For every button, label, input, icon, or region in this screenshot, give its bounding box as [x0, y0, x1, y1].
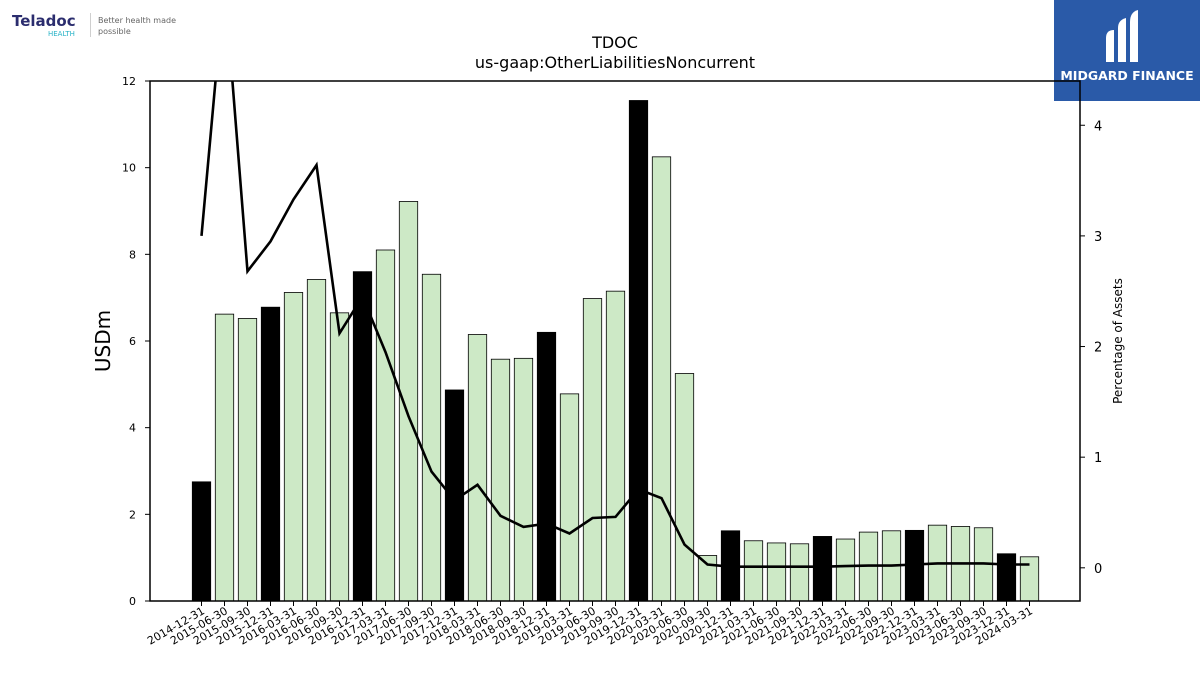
- bar-2016-06-30: [306, 279, 327, 602]
- bar-2014-12-31: [191, 481, 212, 602]
- bar-2021-12-31: [812, 536, 833, 602]
- y-tick-label-10: 10: [122, 162, 136, 175]
- y2-tick-label-2: 2: [1094, 341, 1102, 356]
- y2-axis-label: Percentage of Assets: [1111, 278, 1125, 404]
- midgard-mark-icon: [1106, 10, 1138, 62]
- bar-2023-12-31: [996, 553, 1017, 602]
- bar-2022-03-31: [835, 538, 856, 602]
- bar-2021-09-30: [789, 543, 810, 602]
- bar-2020-09-30: [697, 555, 718, 602]
- bar-2019-12-31: [628, 100, 649, 602]
- teladoc-tagline: Better health made possible: [98, 16, 176, 36]
- bar-2017-09-30: [421, 273, 442, 602]
- y2-tick-label-0: 0: [1094, 562, 1102, 577]
- ticks-layer: 024681012012342014-12-312015-06-302015-0…: [122, 75, 1102, 648]
- y-tick-label-6: 6: [129, 335, 136, 348]
- bars-layer: [191, 100, 1040, 602]
- bar-2018-03-31: [467, 334, 488, 602]
- chart-title: TDOC: [591, 33, 638, 52]
- bar-2021-06-30: [766, 542, 787, 602]
- bar-2020-06-30: [674, 373, 695, 602]
- y-axis-label: USDm: [91, 310, 115, 372]
- line-layer: [200, 81, 1030, 569]
- bar-2021-03-31: [743, 540, 764, 602]
- percentage-of-assets-line: [200, 81, 1030, 569]
- y2-tick-label-4: 4: [1094, 119, 1102, 134]
- y-tick-label-12: 12: [122, 75, 136, 88]
- bar-2019-03-31: [559, 393, 580, 602]
- midgard-brand-text: MIDGARD FINANCE: [1060, 68, 1194, 83]
- bar-2020-03-31: [651, 156, 672, 602]
- y-tick-label-2: 2: [129, 508, 136, 521]
- bar-2016-09-30: [329, 312, 350, 602]
- bar-2019-06-30: [582, 298, 603, 602]
- bar-2018-06-30: [490, 358, 511, 602]
- logo-divider: [90, 13, 91, 37]
- bar-2019-09-30: [605, 290, 626, 602]
- bar-2017-03-31: [375, 249, 396, 602]
- y-tick-label-4: 4: [129, 422, 136, 435]
- bar-2015-09-30: [237, 318, 258, 602]
- bar-2016-12-31: [352, 271, 373, 602]
- teladoc-health-text: HEALTH: [48, 30, 75, 38]
- bar-2018-12-31: [536, 331, 557, 602]
- y-tick-label-0: 0: [129, 595, 136, 608]
- midgard-finance-logo: MIDGARD FINANCE: [1054, 0, 1200, 101]
- teladoc-brand-text: Teladoc: [12, 12, 76, 30]
- teladoc-logo: Teladoc HEALTH Better health made possib…: [12, 10, 182, 44]
- y2-tick-label-3: 3: [1094, 230, 1102, 245]
- bar-2016-03-31: [283, 292, 304, 602]
- chart-subtitle: us-gaap:OtherLiabilitiesNoncurrent: [475, 53, 755, 72]
- y2-tick-label-1: 1: [1094, 451, 1102, 466]
- bar-2015-06-30: [214, 313, 235, 602]
- bar-2015-12-31: [260, 306, 281, 602]
- bar-2018-09-30: [513, 357, 534, 602]
- y-tick-label-8: 8: [129, 248, 136, 261]
